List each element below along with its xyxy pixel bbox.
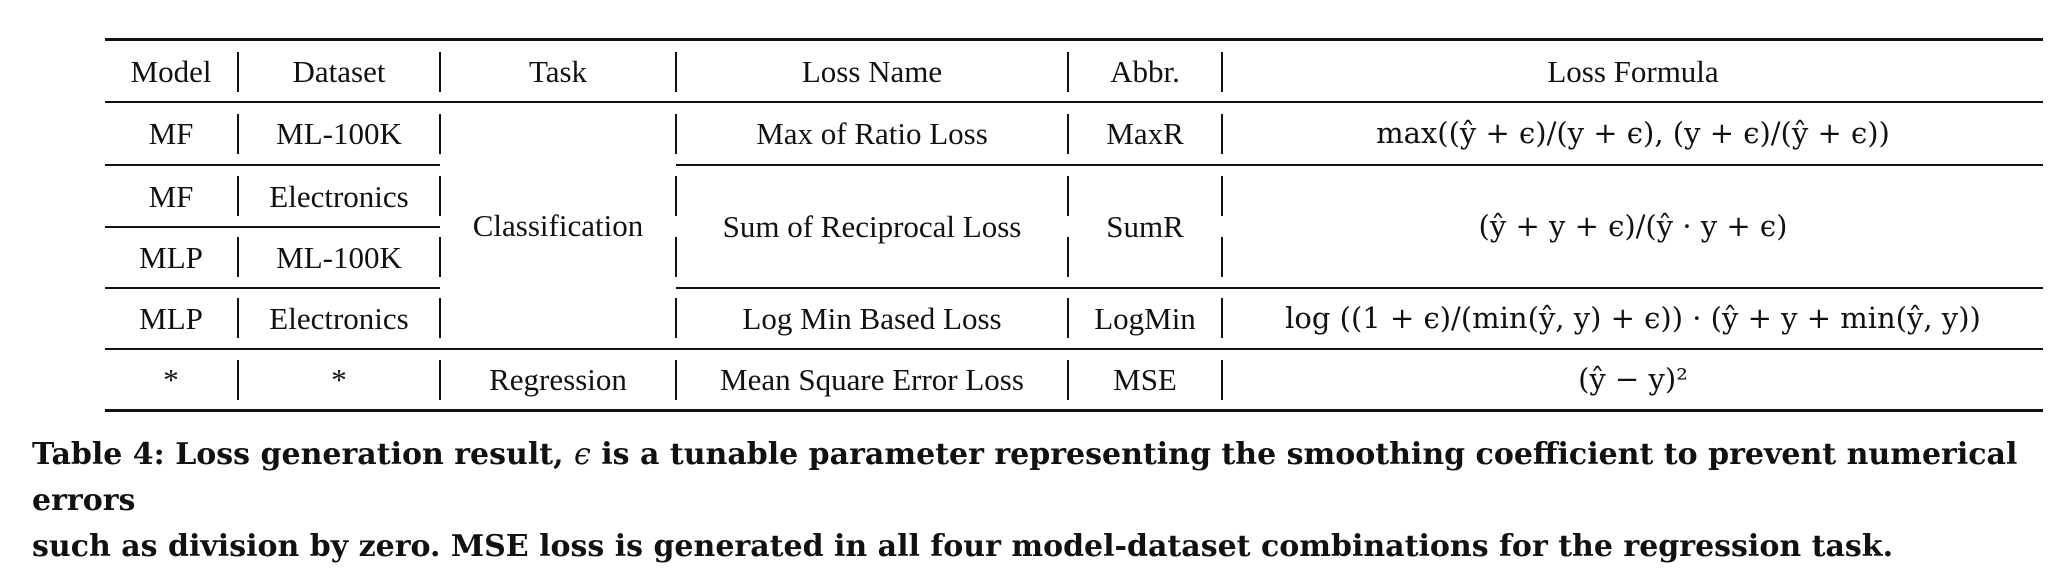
caption-line1-before: Table 4: Loss generation result, xyxy=(32,437,574,472)
row5-dataset: * xyxy=(331,362,347,397)
vsep xyxy=(439,360,441,400)
row1-rule-right xyxy=(676,164,2043,166)
loss-name-mse: Mean Square Error Loss xyxy=(720,362,1024,397)
header-task: Task xyxy=(528,53,588,89)
vsep xyxy=(675,114,677,154)
bottom-rule xyxy=(105,409,2043,412)
header-model: Model xyxy=(130,53,212,89)
vsep xyxy=(1067,298,1069,338)
formula-sumr: (ŷ + y + ϵ)/(ŷ · y + ϵ) xyxy=(1478,209,1788,243)
row1-dataset: ML-100K xyxy=(276,116,402,151)
row1-model: MF xyxy=(148,116,194,151)
vsep xyxy=(1067,237,1069,277)
vsep xyxy=(1067,176,1069,216)
vsep xyxy=(1067,52,1069,92)
abbr-maxr: MaxR xyxy=(1106,116,1184,151)
vsep xyxy=(675,360,677,400)
table-caption: Table 4: Loss generation result, ϵ is a … xyxy=(32,432,2052,570)
task-regression: Regression xyxy=(489,362,627,397)
row2-rule-left xyxy=(105,226,440,228)
vsep xyxy=(1221,176,1223,216)
header-rule xyxy=(105,101,2043,103)
vsep xyxy=(439,52,441,92)
caption-line1-after: is a tunable parameter representing the … xyxy=(32,437,2018,518)
header-dataset: Dataset xyxy=(292,53,386,89)
task-classification: Classification xyxy=(472,208,644,243)
row3-rule-right xyxy=(676,287,2043,289)
vsep xyxy=(439,237,441,277)
loss-name-maxr: Max of Ratio Loss xyxy=(756,116,988,151)
vsep xyxy=(439,176,441,216)
regression-rule xyxy=(105,348,2043,350)
loss-name-logmin: Log Min Based Loss xyxy=(742,301,1002,336)
epsilon-symbol: ϵ xyxy=(573,437,591,472)
header-abbr: Abbr. xyxy=(1110,53,1180,89)
vsep xyxy=(675,237,677,277)
header-formula: Loss Formula xyxy=(1547,53,1719,89)
row5-model: * xyxy=(163,362,179,397)
vsep xyxy=(675,176,677,216)
vsep xyxy=(237,360,239,400)
abbr-logmin: LogMin xyxy=(1094,301,1196,336)
formula-mse: (ŷ − y)² xyxy=(1578,362,1688,396)
row2-dataset: Electronics xyxy=(269,178,409,214)
formula-logmin: log ((1 + ϵ)/(min(ŷ, y) + ϵ)) · (ŷ + y +… xyxy=(1285,301,1981,335)
row4-dataset: Electronics xyxy=(269,301,409,336)
caption-line2: such as division by zero. MSE loss is ge… xyxy=(32,529,1894,564)
vsep xyxy=(237,237,239,277)
row3-rule-left xyxy=(105,287,440,289)
vsep xyxy=(1221,360,1223,400)
header-loss-name: Loss Name xyxy=(801,53,943,89)
vsep xyxy=(1221,52,1223,92)
vsep xyxy=(439,114,441,154)
vsep xyxy=(675,298,677,338)
vsep xyxy=(439,298,441,338)
row4-model: MLP xyxy=(139,301,203,336)
vsep xyxy=(1221,298,1223,338)
vsep xyxy=(1067,114,1069,154)
formula-maxr: max((ŷ + ϵ)/(y + ϵ), (y + ϵ)/(ŷ + ϵ)) xyxy=(1376,116,1890,150)
loss-name-sumr: Sum of Reciprocal Loss xyxy=(722,209,1022,244)
vsep xyxy=(675,52,677,92)
row3-model: MLP xyxy=(139,240,203,275)
row1-rule-left xyxy=(105,164,440,166)
row2-model: MF xyxy=(148,178,194,214)
abbr-sumr: SumR xyxy=(1106,209,1184,244)
vsep xyxy=(1221,237,1223,277)
vsep xyxy=(1221,114,1223,154)
abbr-mse: MSE xyxy=(1113,362,1177,397)
vsep xyxy=(237,298,239,338)
vsep xyxy=(237,52,239,92)
vsep xyxy=(237,176,239,216)
vsep xyxy=(237,114,239,154)
row3-dataset: ML-100K xyxy=(276,240,402,275)
top-rule xyxy=(105,38,2043,41)
vsep xyxy=(1067,360,1069,400)
